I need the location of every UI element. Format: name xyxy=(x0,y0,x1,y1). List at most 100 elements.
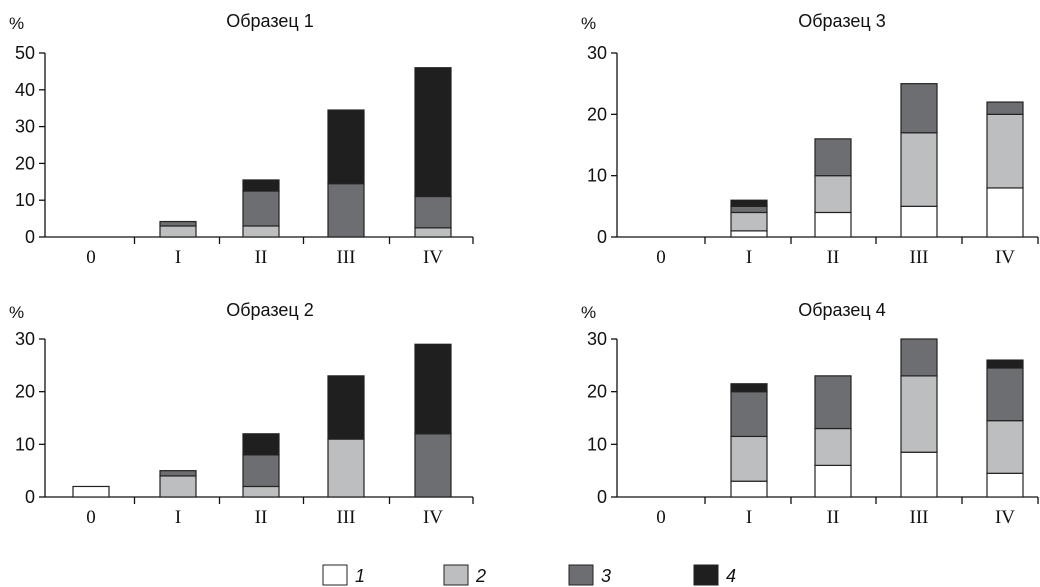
y-tick-label: 30 xyxy=(587,43,607,63)
x-tick-label: I xyxy=(746,507,752,528)
bar-segment-series-4 xyxy=(242,179,280,192)
bar-segment-series-2 xyxy=(900,375,938,453)
x-tick-label: IV xyxy=(423,247,443,268)
bar-segment-series-1 xyxy=(814,464,852,498)
bar-segment-series-2 xyxy=(414,227,452,238)
y-tick-label: 50 xyxy=(15,43,35,63)
y-tick-label: 0 xyxy=(597,227,607,247)
legend-item-1: 1 xyxy=(322,564,365,586)
bar-segment-series-2 xyxy=(159,475,197,498)
bar-segment-series-3 xyxy=(327,183,365,238)
bar-segment-series-2 xyxy=(159,225,197,238)
x-tick-label: IV xyxy=(423,507,443,528)
y-tick-label: 30 xyxy=(15,117,35,137)
bar-segment-series-1 xyxy=(730,480,768,498)
x-tick-label: 0 xyxy=(86,507,96,528)
bar-segment-series-3 xyxy=(814,375,852,430)
legend-swatch xyxy=(322,564,348,586)
chart-title: Образец 3 xyxy=(798,11,886,31)
bar-segment-series-3 xyxy=(159,220,197,227)
bar-segment-series-3 xyxy=(814,138,852,177)
y-axis-unit-label: % xyxy=(581,303,596,322)
legend-swatch xyxy=(693,564,719,586)
legend-label: 3 xyxy=(601,566,611,586)
y-tick-label: 20 xyxy=(15,153,35,173)
legend-swatch xyxy=(443,564,469,586)
legend-label: 2 xyxy=(475,566,486,586)
bar-segment-series-2 xyxy=(242,225,280,238)
y-tick-label: 20 xyxy=(587,382,607,402)
bar-segment-series-2 xyxy=(327,438,365,498)
legend: 1 2 3 4 xyxy=(322,564,736,586)
x-tick-label: II xyxy=(255,247,268,268)
y-tick-label: 10 xyxy=(587,434,607,454)
y-tick-label: 10 xyxy=(15,434,35,454)
x-tick-label: I xyxy=(175,247,181,268)
bar-segment-series-1 xyxy=(900,205,938,238)
y-tick-label: 30 xyxy=(587,329,607,349)
bar-segment-series-2 xyxy=(900,132,938,207)
legend-label: 1 xyxy=(355,566,365,586)
x-tick-label: II xyxy=(255,507,268,528)
bar-segment-series-4 xyxy=(327,109,365,185)
y-axis-unit-label: % xyxy=(581,14,596,33)
y-tick-label: 20 xyxy=(15,382,35,402)
bar-segment-series-2 xyxy=(242,485,280,498)
x-tick-label: II xyxy=(827,507,840,528)
bar-segment-series-3 xyxy=(159,470,197,477)
bar-segment-series-2 xyxy=(730,211,768,232)
bar-segment-series-3 xyxy=(986,101,1024,115)
x-tick-label: III xyxy=(337,247,356,268)
bar-segment-series-2 xyxy=(814,175,852,214)
legend-item-4: 4 xyxy=(693,564,736,586)
y-axis-unit-label: % xyxy=(9,303,24,322)
y-tick-label: 30 xyxy=(15,329,35,349)
bar-segment-series-3 xyxy=(730,391,768,438)
x-tick-label: I xyxy=(175,507,181,528)
bar-segment-series-4 xyxy=(730,383,768,393)
x-tick-label: 0 xyxy=(656,507,666,528)
y-axis-unit-label: % xyxy=(9,14,24,33)
legend-item-2: 2 xyxy=(443,564,486,586)
legend-swatch xyxy=(568,564,594,586)
bar-segment-series-1 xyxy=(730,230,768,238)
bar-segment-series-2 xyxy=(986,113,1024,189)
chart-title: Образец 1 xyxy=(226,11,314,31)
x-tick-label: III xyxy=(910,507,929,528)
y-tick-label: 40 xyxy=(15,80,35,100)
bar-segment-series-3 xyxy=(242,454,280,488)
bar-segment-series-4 xyxy=(327,375,365,440)
bar-segment-series-1 xyxy=(900,451,938,498)
y-tick-label: 0 xyxy=(597,487,607,507)
x-tick-label: IV xyxy=(995,507,1015,528)
bar-segment-series-4 xyxy=(730,199,768,207)
bar-segment-series-2 xyxy=(814,427,852,466)
bar-segment-series-2 xyxy=(730,435,768,482)
y-tick-label: 10 xyxy=(587,166,607,186)
y-tick-label: 0 xyxy=(25,487,35,507)
x-tick-label: 0 xyxy=(86,247,96,268)
x-tick-label: IV xyxy=(995,247,1015,268)
bar-segment-series-3 xyxy=(900,338,938,377)
bar-segment-series-4 xyxy=(414,343,452,435)
legend-item-3: 3 xyxy=(568,564,611,586)
x-tick-label: III xyxy=(910,247,929,268)
chart-title: Образец 2 xyxy=(226,300,314,320)
x-tick-label: II xyxy=(827,247,840,268)
legend-label: 4 xyxy=(726,566,736,586)
bar-segment-series-3 xyxy=(242,190,280,227)
bar-segment-series-4 xyxy=(414,67,452,198)
chart-title: Образец 4 xyxy=(798,300,886,320)
bar-segment-series-3 xyxy=(986,367,1024,422)
bar-segment-series-1 xyxy=(72,485,110,498)
x-tick-label: III xyxy=(337,507,356,528)
x-tick-label: 0 xyxy=(656,247,666,268)
bar-segment-series-4 xyxy=(242,433,280,456)
bar-segment-series-1 xyxy=(986,472,1024,498)
bar-segment-series-3 xyxy=(730,205,768,214)
